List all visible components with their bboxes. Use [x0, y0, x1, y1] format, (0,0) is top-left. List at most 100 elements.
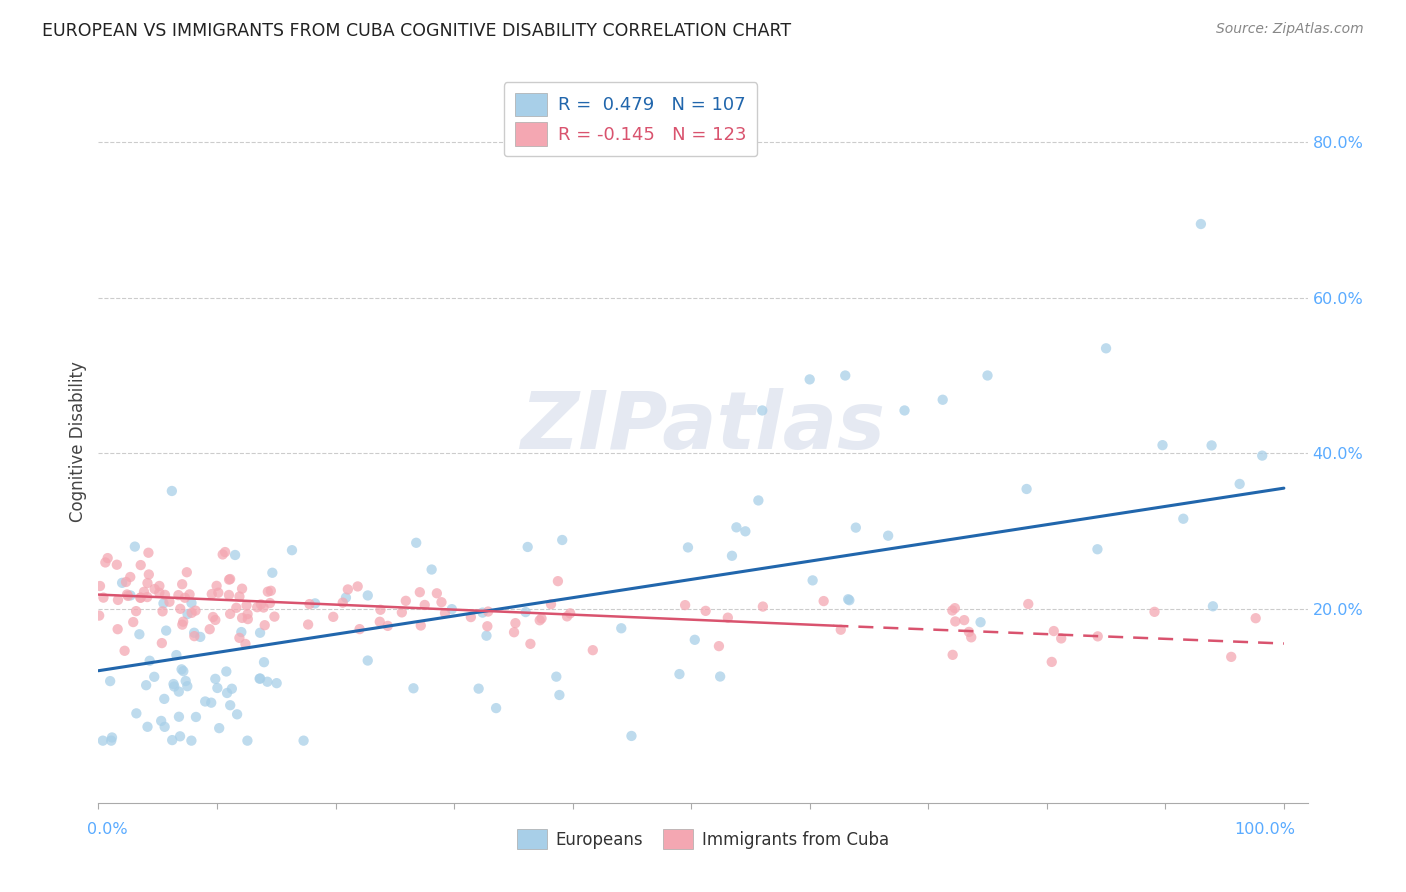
Point: [132, 584, 155, 599]
Point: [515, 605, 537, 619]
Point: [176, 679, 198, 693]
Point: [1042, 624, 1064, 638]
Point: [668, 667, 690, 681]
Point: [1202, 599, 1225, 614]
Point: [370, 603, 392, 617]
Point: [721, 549, 744, 563]
Point: [176, 607, 198, 621]
Point: [89, 608, 111, 623]
Text: ZIPatlas: ZIPatlas: [520, 388, 886, 467]
Point: [135, 678, 157, 692]
Point: [205, 579, 228, 593]
Point: [150, 636, 173, 650]
Point: [1229, 477, 1251, 491]
Point: [143, 670, 166, 684]
Point: [377, 619, 399, 633]
Point: [138, 567, 160, 582]
Point: [249, 672, 271, 686]
Point: [253, 655, 276, 669]
Text: 0.0%: 0.0%: [87, 822, 127, 838]
Point: [107, 593, 129, 607]
Point: [207, 585, 229, 599]
Point: [221, 681, 243, 696]
Point: [262, 566, 284, 580]
Point: [93, 591, 115, 605]
Text: EUROPEAN VS IMMIGRANTS FROM CUBA COGNITIVE DISABILITY CORRELATION CHART: EUROPEAN VS IMMIGRANTS FROM CUBA COGNITI…: [42, 22, 792, 40]
Point: [941, 603, 963, 617]
Point: [138, 546, 160, 560]
Point: [250, 598, 273, 612]
Point: [176, 566, 198, 580]
Point: [1040, 655, 1063, 669]
Point: [335, 591, 357, 605]
Point: [349, 622, 371, 636]
Point: [368, 615, 391, 629]
Point: [813, 594, 835, 608]
Point: [136, 590, 159, 604]
Point: [519, 637, 541, 651]
Point: [236, 733, 259, 747]
Point: [129, 591, 152, 605]
Point: [582, 643, 605, 657]
Point: [281, 543, 304, 558]
Point: [231, 625, 253, 640]
Point: [942, 648, 965, 662]
Point: [143, 582, 166, 596]
Point: [505, 616, 527, 631]
Point: [548, 688, 571, 702]
Point: [180, 733, 202, 747]
Point: [1152, 438, 1174, 452]
Point: [430, 595, 453, 609]
Point: [153, 720, 176, 734]
Point: [620, 729, 643, 743]
Point: [256, 674, 278, 689]
Point: [198, 622, 221, 636]
Point: [249, 672, 271, 686]
Point: [173, 591, 195, 605]
Text: 100.0%: 100.0%: [1234, 822, 1296, 838]
Point: [304, 596, 326, 610]
Point: [129, 591, 152, 605]
Point: [976, 368, 998, 383]
Point: [969, 615, 991, 630]
Point: [201, 587, 224, 601]
Point: [801, 574, 824, 588]
Point: [1173, 512, 1195, 526]
Point: [440, 602, 463, 616]
Point: [1087, 542, 1109, 557]
Point: [297, 617, 319, 632]
Point: [236, 612, 259, 626]
Point: [184, 710, 207, 724]
Point: [695, 604, 717, 618]
Point: [1050, 632, 1073, 646]
Point: [405, 535, 427, 549]
Point: [516, 540, 538, 554]
Point: [219, 607, 242, 621]
Point: [931, 392, 953, 407]
Point: [249, 625, 271, 640]
Point: [235, 637, 257, 651]
Point: [752, 599, 775, 614]
Point: [893, 403, 915, 417]
Point: [207, 681, 229, 695]
Point: [252, 600, 274, 615]
Point: [1087, 629, 1109, 643]
Point: [943, 615, 966, 629]
Point: [357, 654, 380, 668]
Point: [943, 601, 966, 615]
Point: [231, 582, 253, 596]
Point: [235, 599, 257, 613]
Point: [838, 593, 860, 607]
Point: [105, 558, 128, 572]
Point: [114, 644, 136, 658]
Point: [174, 673, 197, 688]
Point: [211, 548, 233, 562]
Point: [332, 596, 354, 610]
Point: [673, 598, 696, 612]
Point: [124, 540, 146, 554]
Point: [529, 613, 551, 627]
Point: [717, 610, 740, 624]
Point: [167, 684, 190, 698]
Point: [346, 579, 368, 593]
Point: [125, 604, 148, 618]
